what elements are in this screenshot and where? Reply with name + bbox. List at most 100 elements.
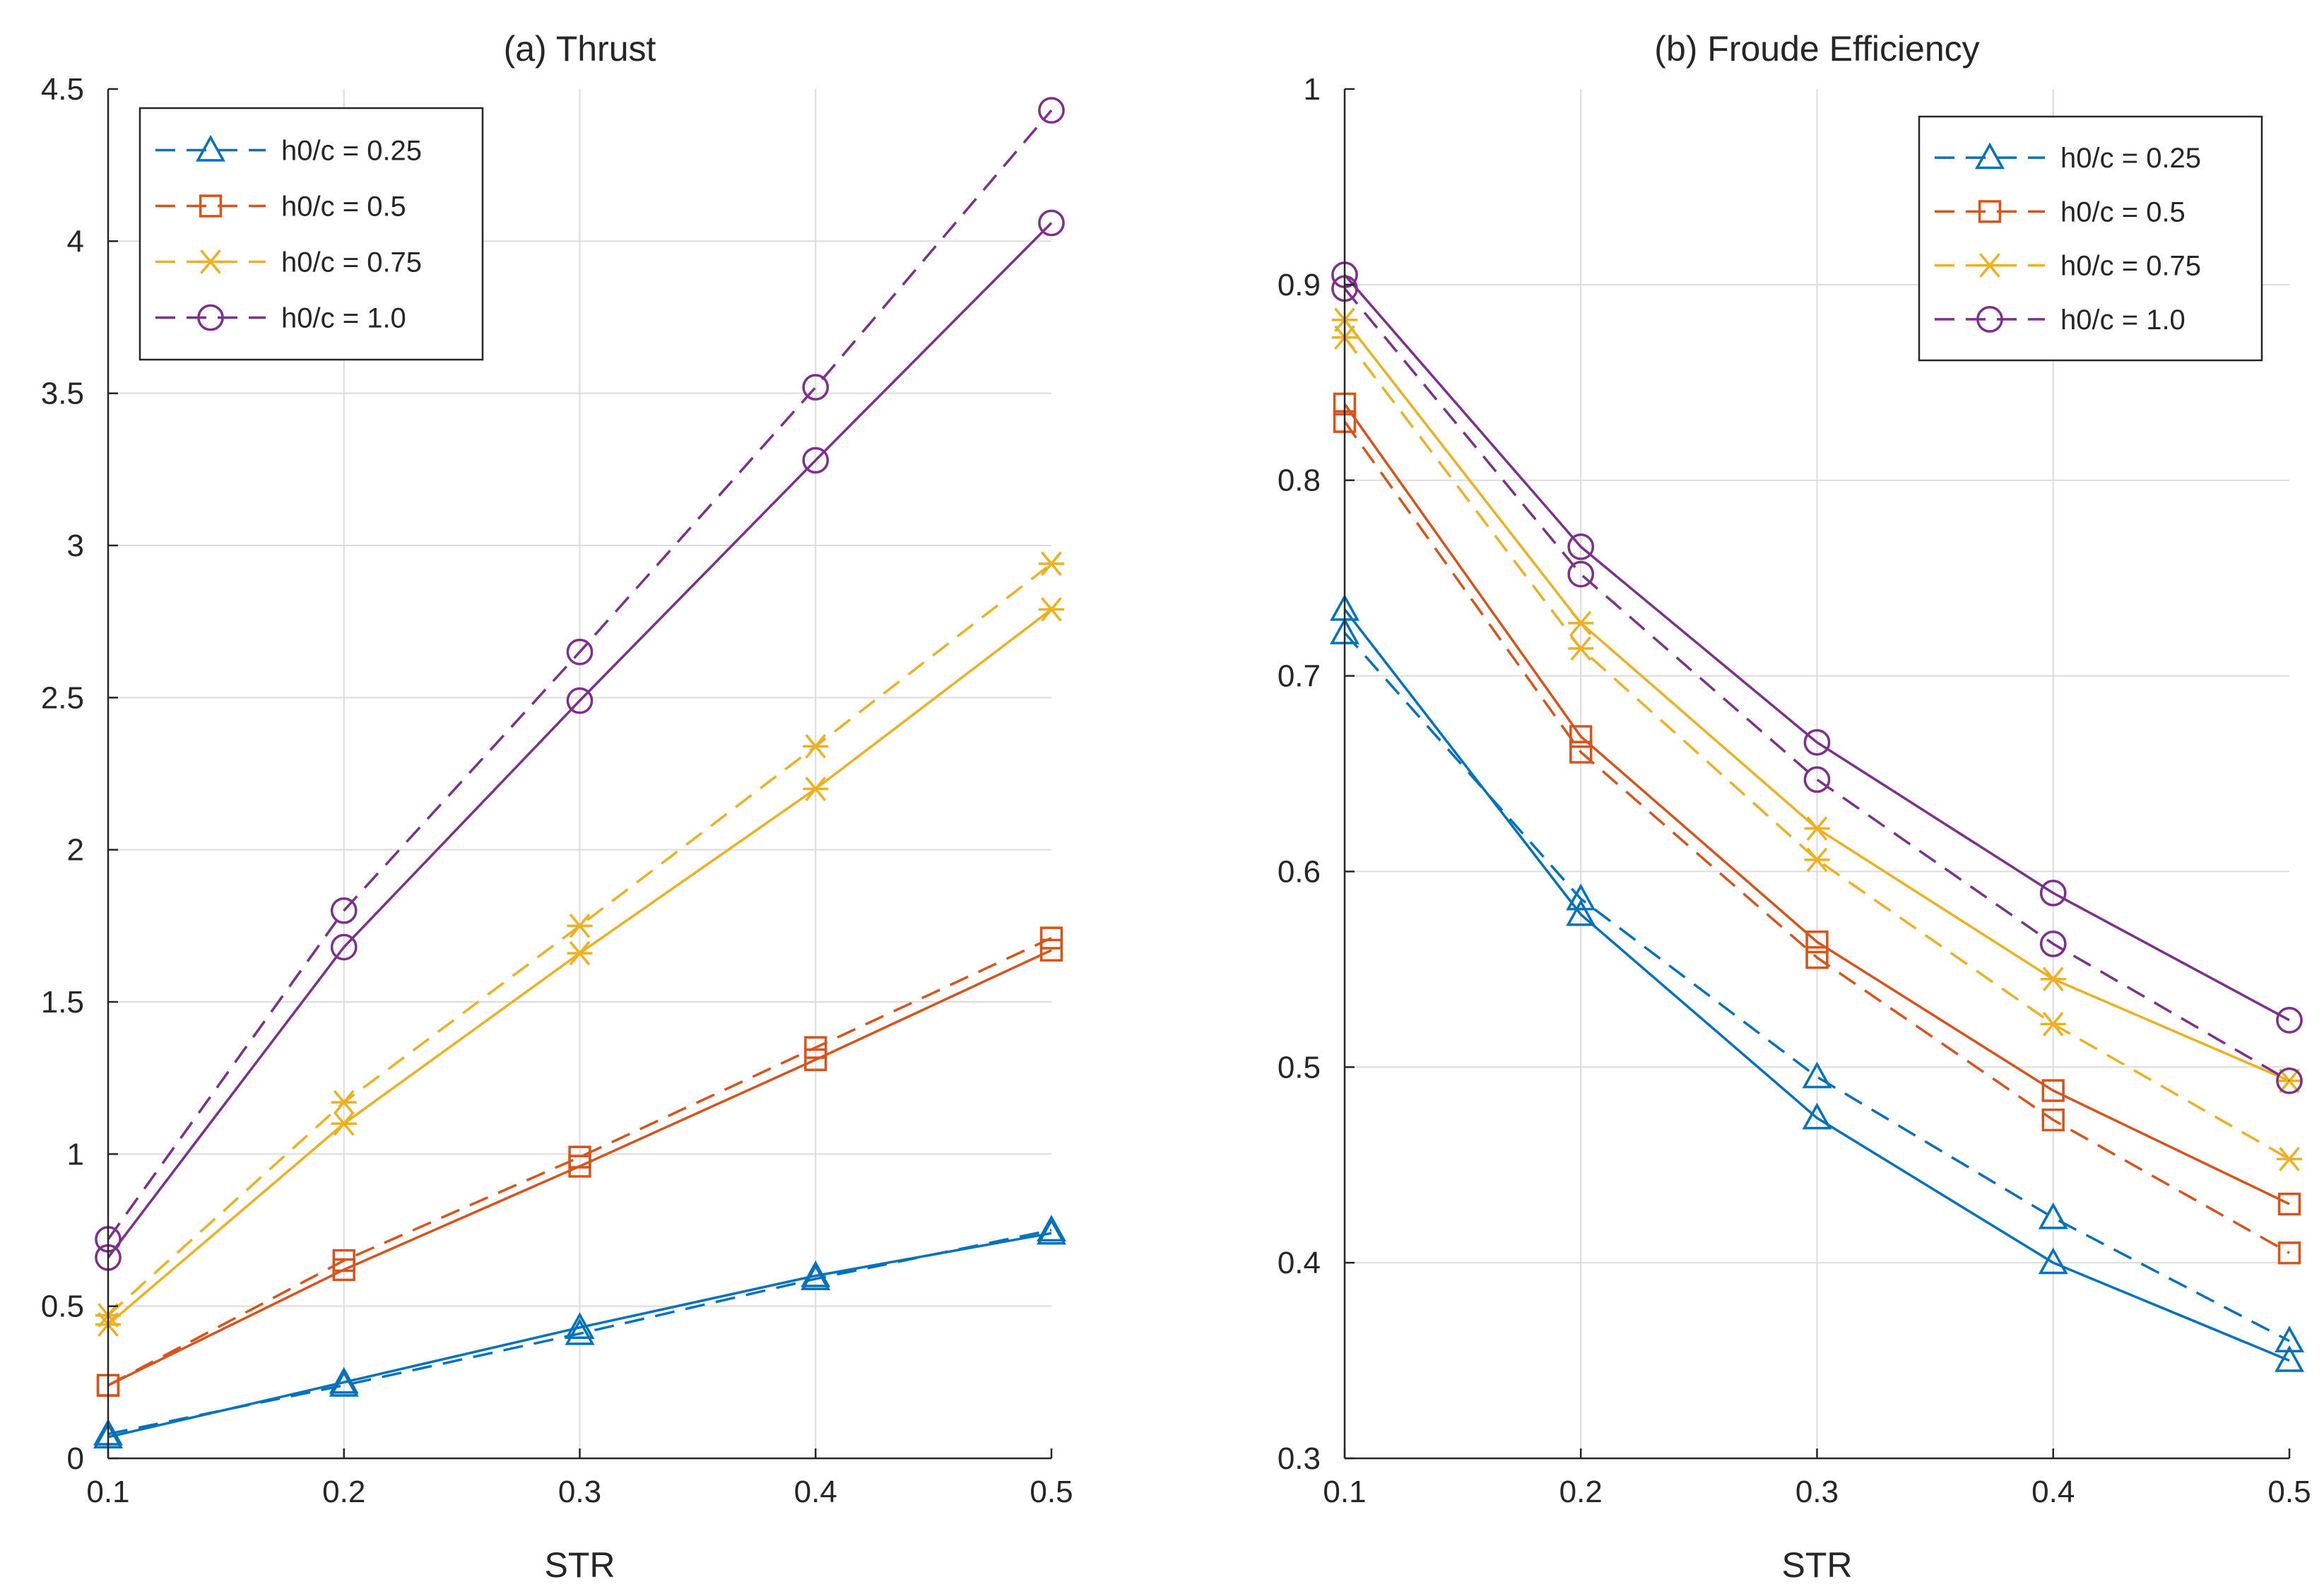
chart0-x-tick-label-4: 0.5 (1030, 1475, 1073, 1509)
chart0-series-h0-c-0-75-solid-point-3 (803, 777, 829, 801)
chart1-y-tick-label-4: 0.7 (1278, 659, 1321, 694)
chart1-series-h0-c-0-5-dashed-point-4 (2277, 1241, 2301, 1265)
chart1-series-h0-c-0-75-dashed-point-3-stroke-d2 (2042, 1012, 2064, 1037)
chart0-series-h0-c-1-0-solid-point-3 (802, 447, 830, 474)
chart0-series-h0-c-0-75-solid-point-2 (567, 940, 593, 966)
chart1-legend-label-0: h0/c = 0.25 (2060, 143, 2201, 174)
chart1-series-h0-c-1-0-dashed (1331, 275, 2303, 1094)
chart0-series-h0-c-0-5-solid-point-3 (804, 1048, 827, 1071)
chart1-legend-marker-1 (1978, 200, 2002, 223)
chart1-series-h0-c-0-25-dashed-point-2 (1802, 1061, 1832, 1089)
chart1-series-h0-c-1-0-solid-point-4 (2276, 1006, 2303, 1034)
chart0-legend-entry-2: h0/c = 0.75 (155, 247, 422, 278)
chart1-series-h0-c-0-75-dashed-point-4-stroke-d2 (2279, 1147, 2300, 1171)
chart1-series-h0-c-0-5-dashed-point-1 (1569, 740, 1593, 764)
chart0-series-h0-c-0-75-dashed-point-1-stroke-d2 (333, 1090, 355, 1115)
chart0-x-tick-label-0: 0.1 (86, 1475, 129, 1509)
chart1-legend-marker-2 (1977, 253, 2002, 278)
chart0-series-h0-c-1-0-solid-point-2 (566, 687, 594, 714)
chart0-y-tick-label-5: 2.5 (41, 680, 84, 715)
chart1-series-h0-c-0-75-dashed-point-1-stroke-d2 (1570, 636, 1592, 661)
chart1-y-tick-label-7: 1 (1304, 72, 1321, 107)
chart1-series-h0-c-0-75-solid-point-1 (1568, 610, 1594, 636)
chart0-y-tick-label-6: 3 (67, 529, 84, 563)
chart0-series-h0-c-0-5-dashed-point-3 (804, 1036, 827, 1059)
chart1-series-h0-c-1-0-dashed-line (1343, 288, 2290, 1082)
chart1-series-h0-c-0-5-dashed-point-3 (2041, 1108, 2065, 1132)
chart1-series-h0-c-0-25-dashed-point-1 (1566, 883, 1596, 911)
chart1-series-h0-c-0-25-solid (1330, 594, 2304, 1372)
chart0-series-h0-c-1-0-solid-point-4 (1038, 209, 1065, 237)
chart0-legend-marker-2 (198, 249, 223, 274)
chart0-series-h0-c-0-75-solid-point-2-stroke-d2 (569, 940, 591, 966)
chart1-legend-marker-2-stroke-d2 (1979, 253, 2000, 278)
chart1-series-h0-c-0-75-solid-point-1-stroke-d2 (1570, 610, 1592, 636)
chart0-legend-entry-0: h0/c = 0.25 (155, 134, 422, 167)
chart1-y-tick-label-6: 0.9 (1278, 268, 1321, 302)
chart1-series-h0-c-0-75-dashed-point-3 (2040, 1012, 2066, 1037)
chart0-series-h0-c-1-0-dashed-line (107, 110, 1053, 1240)
chart1-y-tick-label-2: 0.5 (1278, 1050, 1321, 1085)
chart0-series-h0-c-0-5-solid-point-1 (332, 1258, 355, 1282)
chart0-series-h0-c-0-5-dashed-point-4 (1039, 926, 1063, 950)
froude-efficiency-chart: 0.1 0.2 0.3 0.4 0.5 0.3 0.4 0.5 0.6 0.7 0.8 0.9 1 (b)… (1278, 29, 2311, 1585)
chart1-x-axis-label: STR (1782, 1545, 1853, 1585)
chart1-series-h0-c-1-0-solid-point-2 (1803, 728, 1831, 756)
chart0-x-axis-label: STR (545, 1545, 615, 1585)
chart0-series-h0-c-0-75-dashed-point-4 (1039, 551, 1064, 577)
chart1-series-h0-c-0-5-solid-point-4 (2277, 1192, 2301, 1216)
chart1-series-h0-c-0-5-solid-point-3 (2041, 1079, 2065, 1102)
chart0-series-h0-c-1-0-solid-line (107, 222, 1053, 1258)
chart1-series-h0-c-0-25-solid-point-2 (1802, 1102, 1832, 1130)
chart0-legend-entry-3: h0/c = 1.0 (155, 303, 406, 334)
chart1-series-h0-c-0-25-solid-point-3 (2038, 1247, 2068, 1275)
chart0-series-h0-c-0-75-dashed-point-4-stroke-d2 (1041, 551, 1062, 577)
chart1-legend-label-2: h0/c = 0.75 (2060, 251, 2201, 282)
chart1-x-tick-label-3: 0.4 (2031, 1475, 2075, 1509)
chart0-series-h0-c-0-5-dashed-line (107, 936, 1052, 1387)
chart0-legend-marker-0 (196, 134, 225, 162)
chart0-legend-marker-3 (197, 304, 224, 331)
chart0-y-tick-label-1: 0.5 (41, 1289, 84, 1324)
chart1-series-h0-c-1-0-dashed-point-2 (1803, 766, 1831, 793)
chart1-series-h0-c-0-75-dashed-point-2-stroke-d2 (1806, 847, 1828, 873)
chart1-series-h0-c-1-0-dashed-point-1 (1567, 560, 1595, 588)
chart1-legend-label-3: h0/c = 1.0 (2060, 305, 2186, 336)
chart1-legend-entry-2: h0/c = 0.75 (1935, 251, 2201, 282)
chart0-series-h0-c-0-75-dashed-point-3 (803, 733, 829, 759)
chart1-x-tick-label-4: 0.5 (2267, 1475, 2311, 1509)
chart0-legend-label-3: h0/c = 1.0 (281, 303, 406, 334)
chart0-series-h0-c-0-25-solid-line (107, 1232, 1052, 1439)
chart0-legend-entry-1: h0/c = 0.5 (155, 191, 406, 223)
chart0-series-h0-c-0-75-dashed-point-2 (567, 914, 593, 938)
chart1-series-h0-c-0-25-solid-point-4 (2275, 1345, 2304, 1372)
chart1-series-h0-c-0-75-dashed-point-1 (1568, 636, 1594, 661)
chart1-x-tick-label-1: 0.2 (1559, 1475, 1603, 1509)
chart1-series-h0-c-0-25-dashed (1330, 618, 2304, 1353)
chart1-legend-marker-0 (1975, 142, 2005, 170)
chart1-series-h0-c-1-0-solid-point-1 (1567, 533, 1595, 560)
chart1-series-h0-c-1-0-solid-line (1343, 273, 2290, 1022)
chart0-legend: h0/c = 0.25 h0/c = 0.5 h0/c = 0.75 h0/c = 1… (138, 107, 484, 361)
chart0-legend-marker-1 (199, 194, 223, 218)
chart0-series-h0-c-0-75-solid-point-1 (331, 1111, 357, 1136)
chart0-series-h0-c-0-25-solid-point-3 (801, 1260, 831, 1287)
chart0-y-tick-label-0: 0 (67, 1441, 84, 1476)
chart0-x-tick-label-3: 0.4 (794, 1475, 837, 1509)
chart1-x-tick-label-2: 0.3 (1795, 1475, 1839, 1509)
chart0-series-h0-c-0-75-solid-point-4 (1039, 597, 1064, 622)
chart1-series-h0-c-0-25-dashed-line (1343, 632, 2290, 1342)
chart1-series-h0-c-0-75-dashed-line (1343, 336, 2290, 1160)
chart0-series-h0-c-1-0-dashed-point-2 (566, 638, 594, 666)
chart1-series-h0-c-0-25-solid-line (1343, 608, 2290, 1362)
chart1-legend-marker-3 (1976, 306, 2003, 333)
chart0-series-h0-c-0-25-solid-point-4 (1037, 1217, 1066, 1245)
chart1-series-h0-c-0-75-dashed-point-4 (2277, 1147, 2302, 1171)
chart0-y-tick-label-2: 1 (67, 1137, 84, 1171)
chart0-y-tick-label-3: 1.5 (41, 985, 84, 1020)
chart0-series-h0-c-0-75-dashed-point-3-stroke-d2 (805, 733, 827, 759)
chart1-series-h0-c-0-5-dashed-point-2 (1805, 946, 1829, 969)
chart1-y-tick-label-1: 0.4 (1278, 1246, 1321, 1280)
chart0-series-h0-c-0-25-solid-point-1 (329, 1366, 359, 1394)
chart0-series-h0-c-0-25-dashed-point-4 (1037, 1215, 1066, 1242)
